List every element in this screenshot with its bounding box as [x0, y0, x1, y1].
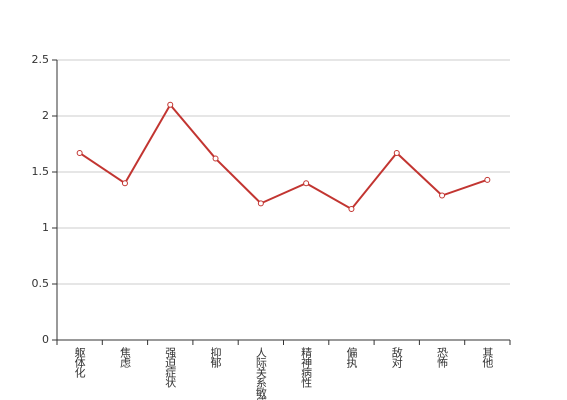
x-tick-label: 人际关系敏感 [254, 347, 267, 400]
y-tick-label: 0.5 [32, 277, 50, 290]
point [121, 180, 128, 187]
point [439, 192, 446, 199]
point [303, 180, 310, 187]
x-tick-label: 抑郁 [209, 346, 222, 368]
x-tick-label: 躯体化 [73, 347, 86, 379]
x-tick-label: 焦虑 [118, 347, 131, 368]
line [79, 103, 488, 211]
point [76, 149, 83, 156]
y-tick-label: 2 [42, 109, 49, 122]
point [484, 176, 491, 183]
y-tick-label: 0 [42, 333, 49, 346]
x-tick-label: 敌对 [390, 346, 403, 368]
x-tick-label: 其他 [481, 347, 494, 368]
point [348, 205, 355, 212]
y-tick-label: 2.5 [32, 53, 50, 66]
point [393, 149, 400, 156]
y-tick-label: 1 [42, 221, 49, 234]
x-tick-label: 偏执 [345, 346, 358, 369]
x-tick-label: 恐怖 [436, 347, 449, 368]
point [212, 155, 219, 162]
x-tick-label: 强迫症状 [164, 347, 177, 388]
x-tick-label: 精神病性 [300, 347, 313, 389]
y-tick-label: 1.5 [32, 165, 50, 178]
point [167, 101, 174, 108]
point [257, 200, 264, 207]
